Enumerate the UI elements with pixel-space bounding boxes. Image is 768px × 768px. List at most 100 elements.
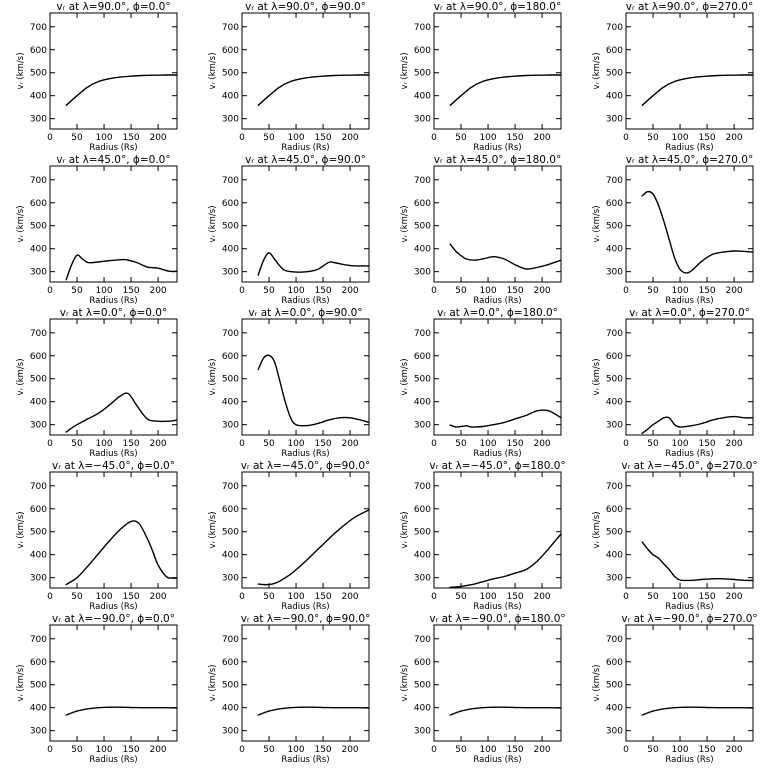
y-tick-label: 600 [414,505,431,515]
y-axis-label: vᵣ (km/s) [400,52,410,89]
x-tick-label: 200 [149,592,166,602]
y-axis-label: vᵣ (km/s) [400,205,410,242]
x-tick-label: 50 [647,286,659,296]
x-tick-label: 0 [47,439,53,449]
x-tick-label: 100 [671,133,688,143]
x-tick-label: 50 [263,286,275,296]
panel-title: vᵣ at λ=0.0°, ϕ=180.0° [437,307,558,319]
x-tick-label: 0 [239,745,245,755]
y-tick-label: 500 [414,681,431,691]
y-axis-label: vᵣ (km/s) [16,664,26,701]
y-tick-label: 300 [606,421,623,431]
plot-frame [49,165,178,283]
y-tick-label: 600 [222,505,239,515]
y-tick-label: 700 [222,482,239,492]
x-tick-label: 200 [341,286,358,296]
y-tick-label: 300 [30,727,47,737]
panel-1-3: vᵣ at λ=45.0°, ϕ=270.0° 0 50 100 150 200 300 40… [592,154,754,306]
panel-title: vᵣ at λ=45.0°, ϕ=270.0° [626,154,754,166]
y-tick-label: 400 [414,398,431,408]
y-axis-label: vᵣ (km/s) [208,205,218,242]
x-tick-label: 100 [95,286,112,296]
y-tick-label: 300 [606,268,623,278]
x-tick-label: 150 [506,745,523,755]
y-tick-label: 500 [606,69,623,79]
y-tick-label: 400 [606,398,623,408]
y-tick-label: 300 [30,268,47,278]
x-tick-label: 0 [47,286,53,296]
x-tick-label: 100 [671,439,688,449]
y-axis-label: vᵣ (km/s) [16,205,26,242]
x-tick-label: 200 [149,286,166,296]
panel-1-0: vᵣ at λ=45.0°, ϕ=0.0° 0 50 100 150 200 300 400 5… [16,154,178,306]
x-axis-label: Radius (Rs) [665,755,713,765]
panel-4-0: vᵣ at λ=−90.0°, ϕ=0.0° 0 50 100 150 200 300 400… [16,613,178,765]
panel-title: vᵣ at λ=0.0°, ϕ=0.0° [60,307,167,319]
x-tick-label: 200 [725,439,742,449]
x-tick-label: 100 [671,745,688,755]
y-tick-label: 400 [222,398,239,408]
y-axis-label: vᵣ (km/s) [592,511,602,548]
y-axis-label: vᵣ (km/s) [592,52,602,89]
plot-frame [49,624,178,742]
y-axis-label: vᵣ (km/s) [592,664,602,701]
y-tick-label: 700 [606,482,623,492]
panel-title: vᵣ at λ=−90.0°, ϕ=270.0° [621,613,757,625]
x-tick-label: 0 [623,439,629,449]
x-axis-label: Radius (Rs) [89,449,137,459]
x-tick-label: 50 [647,133,659,143]
y-tick-label: 600 [606,46,623,56]
y-tick-label: 700 [222,176,239,186]
x-tick-label: 100 [287,133,304,143]
x-axis-label: Radius (Rs) [89,602,137,612]
vr-series-line [257,74,370,106]
y-tick-label: 600 [414,199,431,209]
plot-frame [433,624,562,742]
y-tick-label: 300 [30,574,47,584]
y-tick-label: 700 [222,635,239,645]
y-tick-label: 400 [222,551,239,561]
y-tick-label: 400 [30,245,47,255]
x-tick-label: 200 [341,439,358,449]
y-tick-label: 500 [606,528,623,538]
x-tick-label: 100 [287,439,304,449]
panel-3-0: vᵣ at λ=−45.0°, ϕ=0.0° 0 50 100 150 200 300 400… [16,460,178,612]
x-tick-label: 200 [725,745,742,755]
x-tick-label: 0 [47,133,53,143]
y-tick-label: 500 [222,69,239,79]
y-tick-label: 500 [30,69,47,79]
y-tick-label: 500 [414,375,431,385]
y-axis-label: vᵣ (km/s) [208,52,218,89]
y-tick-label: 300 [222,727,239,737]
panel-2-1: vᵣ at λ=0.0°, ϕ=90.0° 0 50 100 150 200 300 400 5… [208,307,370,459]
vr-series-line [65,520,178,586]
y-axis-label: vᵣ (km/s) [16,358,26,395]
y-tick-label: 300 [222,574,239,584]
x-tick-label: 100 [671,592,688,602]
y-tick-label: 400 [30,398,47,408]
y-axis-label: vᵣ (km/s) [400,511,410,548]
panel-title: vᵣ at λ=0.0°, ϕ=90.0° [248,307,362,319]
x-tick-label: 100 [287,592,304,602]
x-tick-label: 0 [623,286,629,296]
x-tick-label: 50 [263,745,275,755]
x-tick-label: 50 [71,286,83,296]
x-tick-label: 200 [533,133,550,143]
y-tick-label: 600 [606,352,623,362]
y-tick-label: 600 [222,658,239,668]
panel-title: vᵣ at λ=−45.0°, ϕ=180.0° [429,460,565,472]
plot-frame [625,318,754,436]
y-tick-label: 300 [222,268,239,278]
x-tick-label: 100 [479,133,496,143]
panel-2-3: vᵣ at λ=0.0°, ϕ=270.0° 0 50 100 150 200 300 400… [592,307,754,459]
panel-3-1: vᵣ at λ=−45.0°, ϕ=90.0° 0 50 100 150 200 300 40… [208,460,370,612]
x-tick-label: 200 [149,439,166,449]
panel-title: vᵣ at λ=−45.0°, ϕ=0.0° [52,460,175,472]
x-tick-label: 150 [314,592,331,602]
x-tick-label: 100 [287,286,304,296]
vr-series-line [449,533,562,588]
y-tick-label: 400 [414,92,431,102]
y-tick-label: 400 [414,551,431,561]
y-tick-label: 400 [222,92,239,102]
panel-0-0: vᵣ at λ=90.0°, ϕ=0.0° 0 50 100 150 200 300 400 5… [16,1,178,153]
